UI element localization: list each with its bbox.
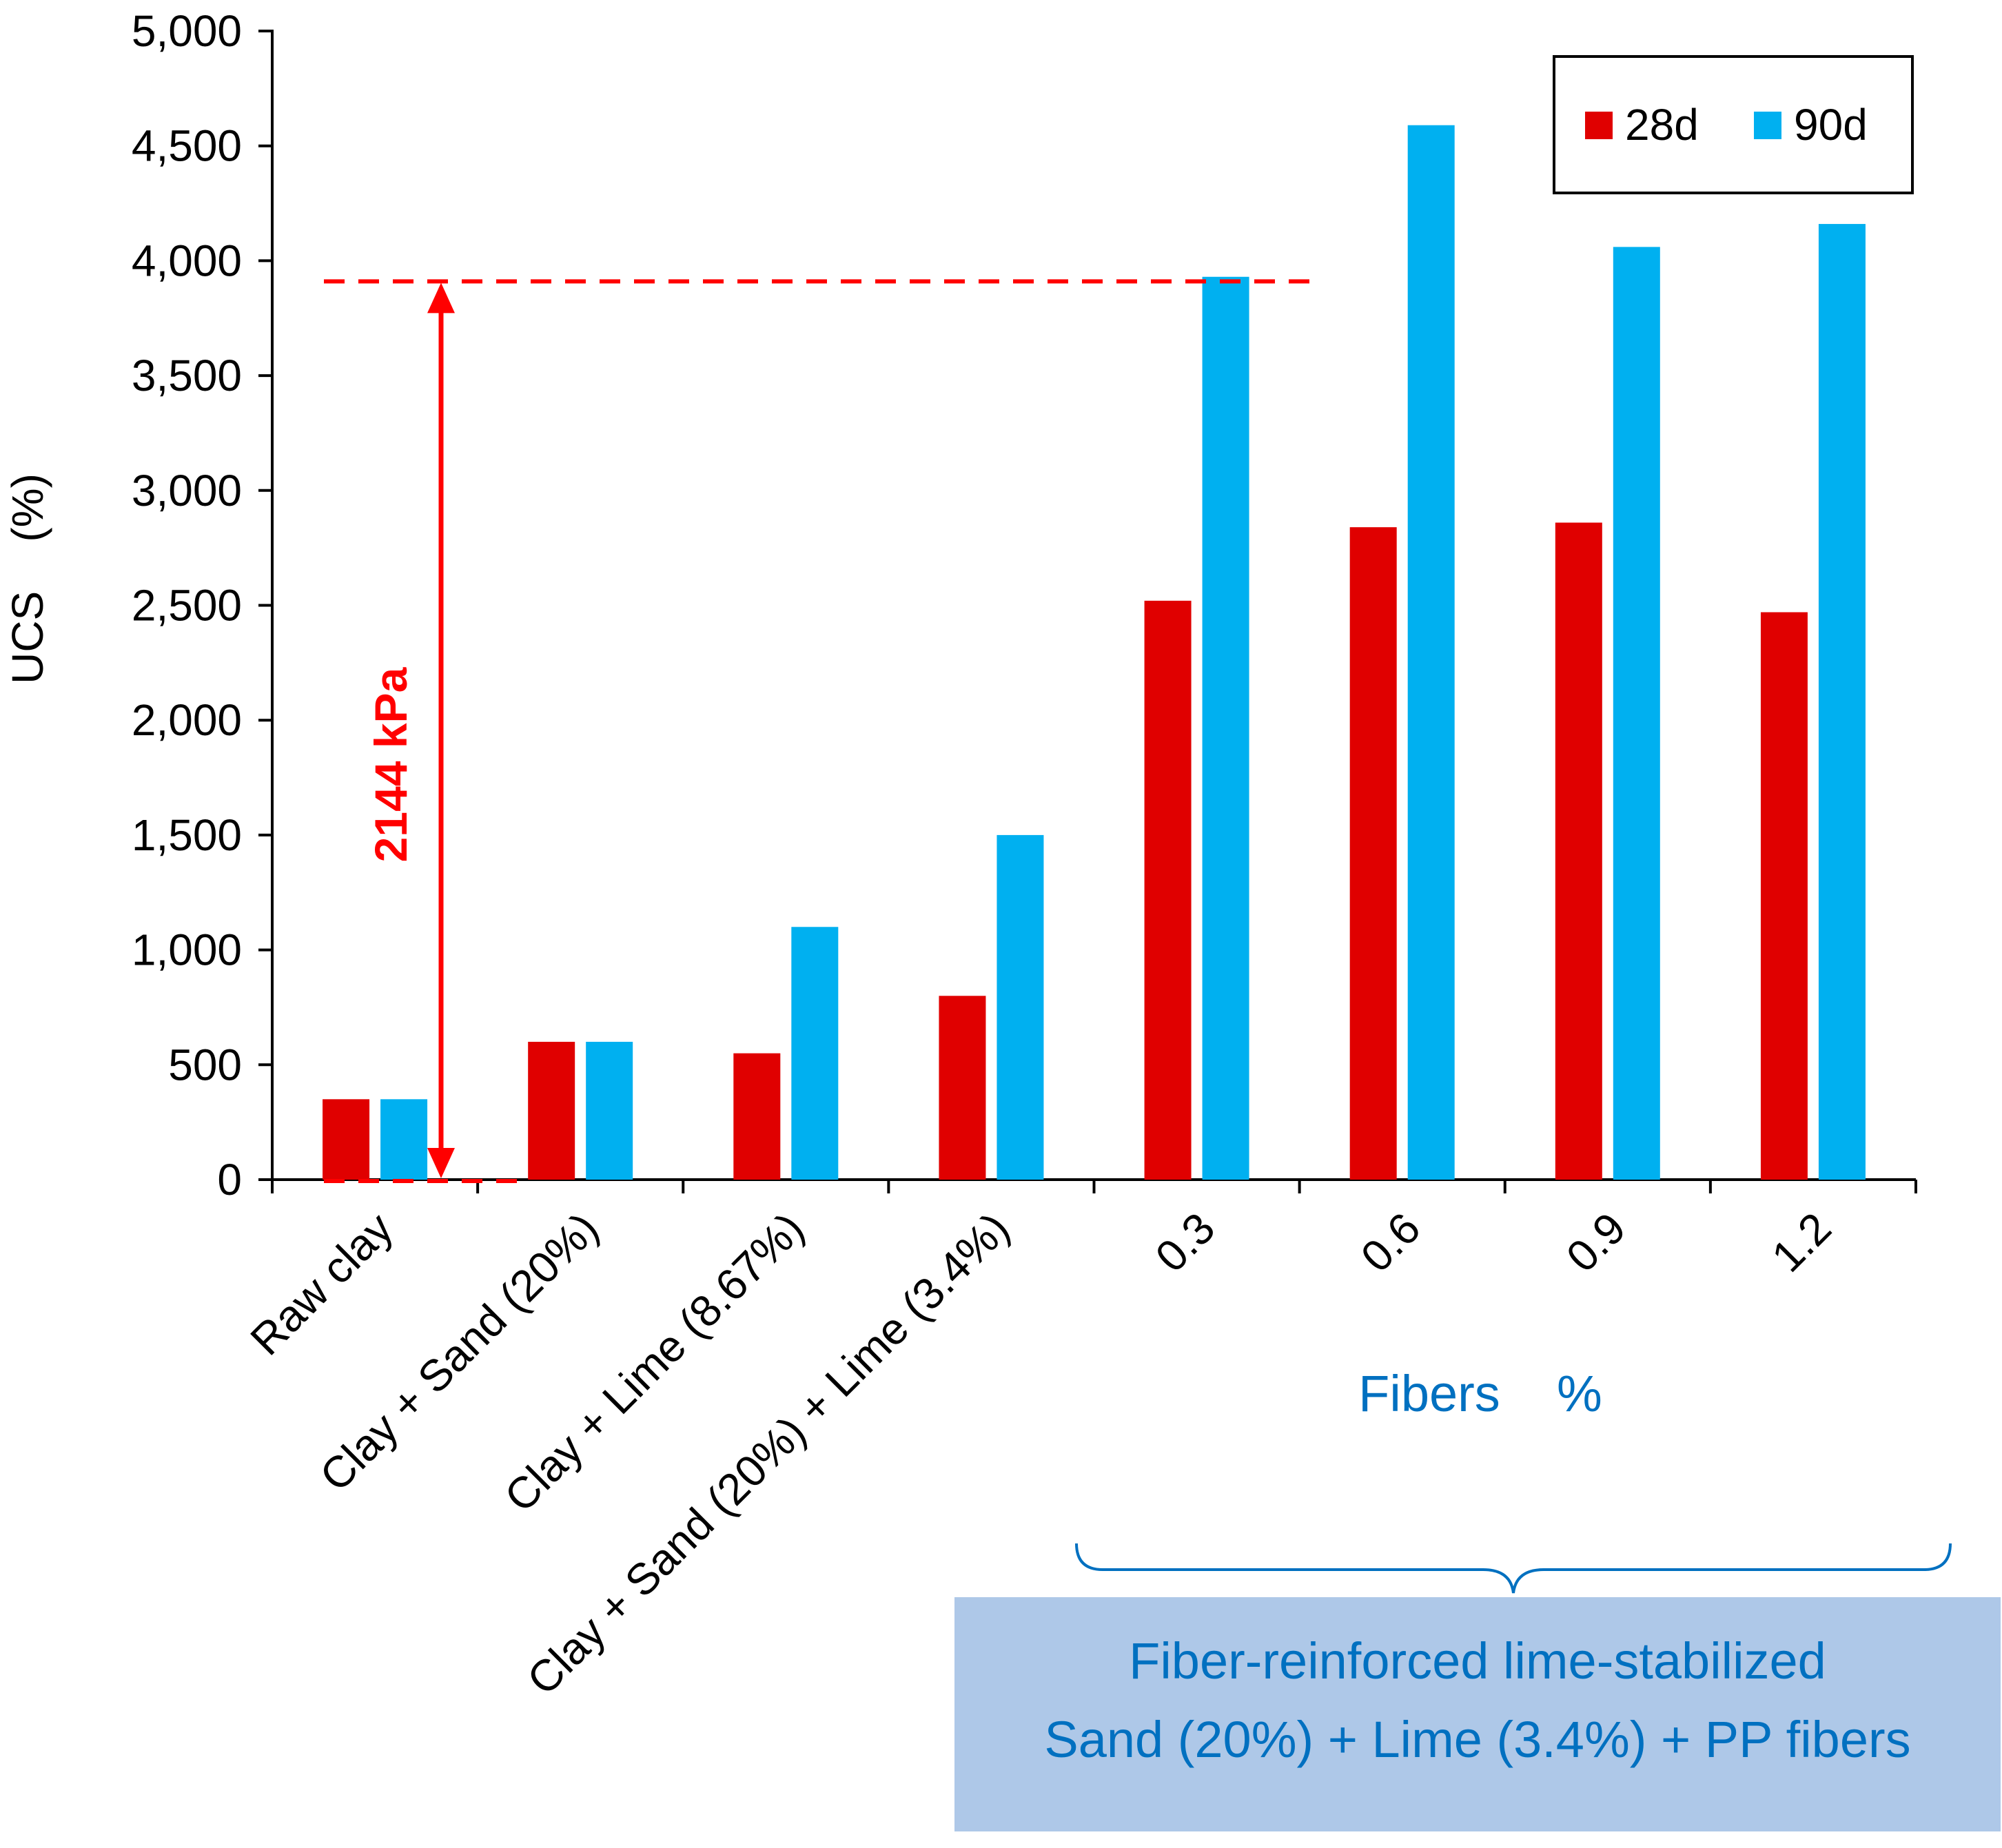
bar-28d [1349,527,1397,1180]
y-tick-label: 1,500 [132,810,242,860]
y-axis-label: UCS (%) [3,473,52,684]
bar-90d [791,927,839,1180]
x-tick-label: 0.9 [1557,1203,1635,1282]
x-tick-label: 0.6 [1351,1203,1430,1282]
y-tick-label: 1,000 [132,925,242,975]
arrow-head-up [427,283,455,314]
legend-box [1553,55,1914,194]
group-annotation-line2: Sand (20%) + Lime (3.4%) + PP fibers [1044,1711,1910,1768]
bar-90d [1818,224,1866,1180]
bar-28d [733,1053,781,1180]
group-annotation-box [954,1597,2001,1831]
bar-28d [939,996,986,1180]
legend-swatch-28d [1585,112,1613,139]
difference-label: 2144 kPa [365,666,416,862]
legend-label-90d: 90d [1794,100,1868,150]
bar-90d [1202,276,1249,1180]
legend-swatch-90d [1754,112,1781,139]
bar-90d [1613,247,1660,1180]
y-axis: 0 500 1,000 1,500 2,000 2,500 3,000 3,500 4,000 4… [132,6,274,1204]
y-tick-label: 500 [168,1040,242,1089]
legend: 28d 90d [1553,55,1914,194]
y-tick-label: 4,000 [132,236,242,285]
bar-28d [1760,612,1808,1180]
arrow-head-down [427,1148,455,1178]
bar-90d [997,834,1044,1180]
bar-90d [586,1041,633,1180]
y-tick-label: 2,500 [132,581,242,630]
bar-28d [1555,522,1602,1180]
x-tick-label: 1.2 [1762,1203,1841,1282]
group-brace [1075,1543,1952,1594]
y-tick-label: 0 [217,1155,242,1204]
x-tick-label: 0.3 [1146,1203,1225,1282]
annotations: 2144 kPa [324,279,1323,1183]
x-tick-label: Raw clay [241,1203,402,1364]
y-tick-label: 3,500 [132,351,242,400]
bar-28d [1144,600,1192,1180]
y-tick-label: 5,000 [132,6,242,56]
bar-28d [528,1041,575,1180]
y-tick-label: 2,000 [132,695,242,745]
bar-90d [1407,125,1455,1180]
bars [323,125,1866,1180]
bar-90d [380,1099,428,1180]
group-annotation-line1: Fiber-reinforced lime-stabilized [1129,1632,1826,1690]
x-axis-label: Fibers % [1358,1365,1602,1422]
legend-label-28d: 28d [1625,100,1699,150]
bar-28d [323,1099,370,1180]
y-tick-label: 3,000 [132,466,242,515]
y-tick-label: 4,500 [132,121,242,171]
